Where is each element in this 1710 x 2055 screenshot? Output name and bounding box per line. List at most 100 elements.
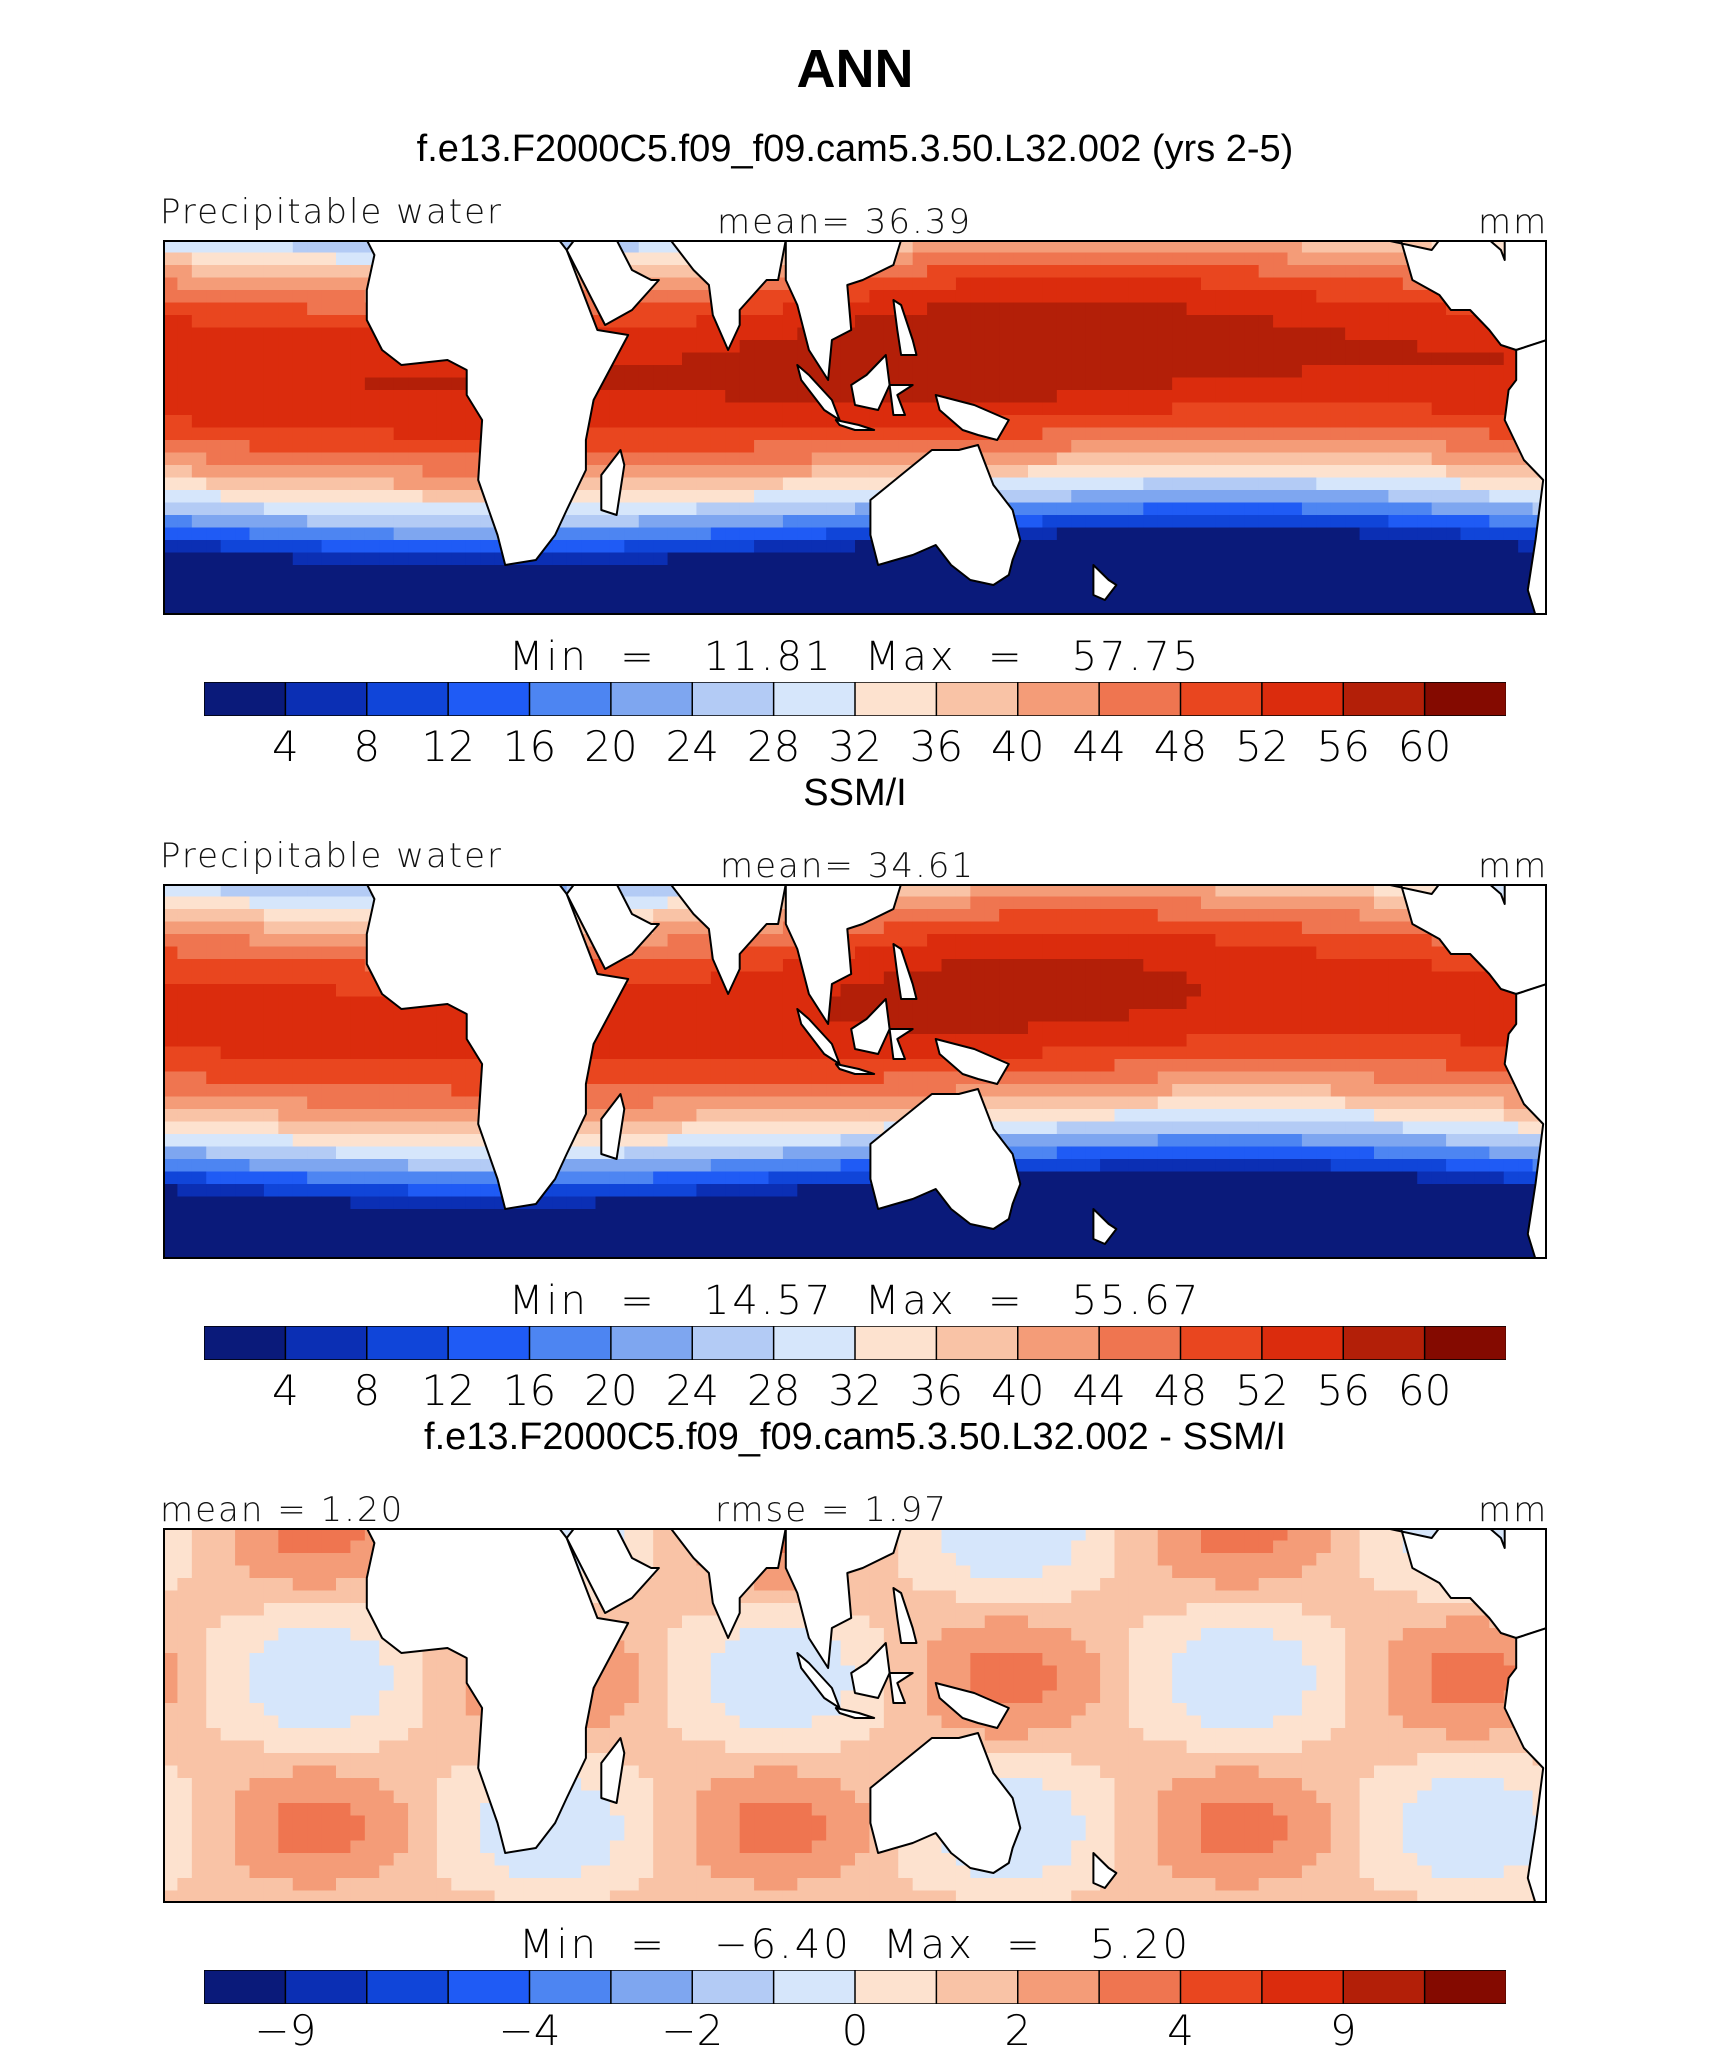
map-cell <box>250 578 265 591</box>
map-cell <box>394 378 409 391</box>
map-cell <box>163 1034 178 1047</box>
map-cell <box>696 1147 711 1160</box>
map-cell <box>1288 947 1303 960</box>
map-cell <box>163 1047 178 1060</box>
map-cell <box>264 1009 279 1022</box>
map-cell <box>1042 490 1057 503</box>
map-cell <box>1028 578 1043 591</box>
map-cell <box>985 1084 1000 1097</box>
map-cell <box>1071 972 1086 985</box>
map-cell <box>1288 365 1303 378</box>
map-cell <box>1230 440 1245 453</box>
map-cell <box>1417 1034 1432 1047</box>
map-cell <box>1403 353 1418 366</box>
map-cell <box>293 578 308 591</box>
map-cell <box>1042 959 1057 972</box>
map-cell <box>653 428 668 441</box>
map-cell <box>1071 378 1086 391</box>
map-cell <box>1302 265 1317 278</box>
map-cell <box>192 1134 207 1147</box>
map-cell <box>769 390 784 403</box>
map-cell <box>235 365 250 378</box>
map-cell <box>999 590 1014 603</box>
map-cell <box>769 453 784 466</box>
map-cell <box>841 1047 856 1060</box>
map-cell <box>1172 1097 1187 1110</box>
map-cell <box>192 984 207 997</box>
map-cell <box>1042 1122 1057 1135</box>
map-cell <box>913 972 928 985</box>
map-cell <box>1187 303 1202 316</box>
map-cell <box>898 578 913 591</box>
map-cell <box>639 997 654 1010</box>
map-cell <box>1100 1034 1115 1047</box>
map-cell <box>624 553 639 566</box>
map-cell <box>610 1022 625 1035</box>
map-cell <box>1086 1034 1101 1047</box>
map-cell <box>1259 290 1274 303</box>
map-cell <box>711 390 726 403</box>
map-cell <box>350 1009 365 1022</box>
map-cell <box>1129 403 1144 416</box>
map-cell <box>783 503 798 516</box>
map-cell <box>1316 578 1331 591</box>
map-cell <box>1230 959 1245 972</box>
map-cell <box>221 947 236 960</box>
map-cell <box>235 328 250 341</box>
map-cell <box>1417 328 1432 341</box>
map-cell <box>1388 453 1403 466</box>
map-cell <box>696 415 711 428</box>
map-cell <box>1057 340 1072 353</box>
map-cell <box>408 478 423 491</box>
map-cell <box>163 997 178 1010</box>
map-cell <box>769 1059 784 1072</box>
map-cell <box>1461 1022 1476 1035</box>
map-cell <box>1201 909 1216 922</box>
map-cell <box>1504 465 1519 478</box>
map-cell <box>322 478 337 491</box>
map-cell <box>869 984 884 997</box>
map-cell <box>624 1084 639 1097</box>
map-cell <box>999 390 1014 403</box>
map-cell <box>379 1022 394 1035</box>
map-cell <box>192 1009 207 1022</box>
map-cell <box>1403 503 1418 516</box>
map-cell <box>322 465 337 478</box>
map-cell <box>653 997 668 1010</box>
map-cell <box>1388 934 1403 947</box>
map-cell <box>1071 340 1086 353</box>
map-cell <box>1187 540 1202 553</box>
map-cell <box>668 365 683 378</box>
map-cell <box>1230 934 1245 947</box>
map-cell <box>812 565 827 578</box>
map-cell <box>350 1097 365 1110</box>
map-cell <box>812 478 827 491</box>
map-cell <box>221 1084 236 1097</box>
map-cell <box>336 1034 351 1047</box>
map-cell <box>1129 340 1144 353</box>
map-cell <box>451 1047 466 1060</box>
map-cell <box>221 303 236 316</box>
map-cell <box>1489 578 1504 591</box>
map-cell <box>1360 478 1375 491</box>
map-cell <box>1331 972 1346 985</box>
map-cell <box>423 1072 438 1085</box>
map-cell <box>192 328 207 341</box>
map-cell <box>350 1134 365 1147</box>
map-cell <box>696 428 711 441</box>
map-cell <box>1230 528 1245 541</box>
map-cell <box>783 565 798 578</box>
map-cell <box>653 984 668 997</box>
map-cell <box>1288 528 1303 541</box>
map-cell <box>754 1059 769 1072</box>
map-cell <box>394 528 409 541</box>
map-cell <box>322 1022 337 1035</box>
map-cell <box>639 1047 654 1060</box>
map-cell <box>177 1122 192 1135</box>
map-cell <box>1086 1047 1101 1060</box>
map-cell <box>1360 428 1375 441</box>
map-cell <box>1302 390 1317 403</box>
map-cell <box>1129 1059 1144 1072</box>
map-cell <box>1086 328 1101 341</box>
map-cell <box>942 959 957 972</box>
